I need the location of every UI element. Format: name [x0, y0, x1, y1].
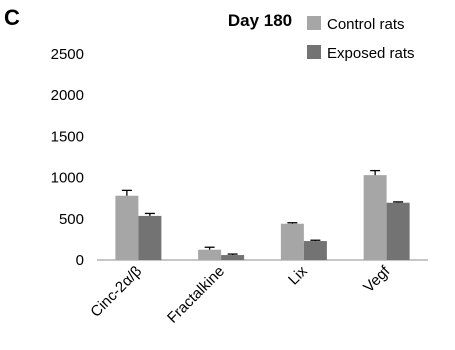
- bar-exposed-1: [221, 255, 245, 260]
- y-tick-label: 500: [59, 211, 84, 228]
- bar-control-0: [115, 195, 139, 260]
- y-tick-label: 1000: [51, 170, 84, 187]
- x-tick-label: Vegf: [360, 262, 394, 296]
- bar-control-3: [363, 175, 387, 260]
- bar-exposed-3: [386, 202, 410, 260]
- y-tick-label: 2000: [51, 87, 84, 104]
- bar-control-1: [198, 249, 222, 260]
- legend-label-exposed: Exposed rats: [327, 45, 415, 62]
- y-tick-label: 1500: [51, 128, 84, 145]
- x-axis-labels: Cinc-2α/β Fractalkine Lix Vegf: [87, 262, 394, 326]
- chart-title: Day 180: [228, 11, 292, 30]
- y-axis-ticks: 0 500 1000 1500 2000 2500: [51, 46, 84, 269]
- legend: Control rats Exposed rats: [307, 16, 415, 62]
- x-tick-label: Lix: [285, 262, 311, 288]
- legend-swatch-exposed: [307, 45, 321, 59]
- legend-label-control: Control rats: [327, 16, 405, 33]
- x-tick-label: Fractalkine: [164, 263, 228, 327]
- bar-exposed-0: [138, 215, 162, 260]
- legend-swatch-control: [307, 16, 321, 30]
- y-tick-label: 2500: [51, 46, 84, 63]
- bar-control-2: [280, 223, 304, 260]
- x-tick-label: Cinc-2α/β: [87, 263, 145, 321]
- panel-letter: C: [4, 5, 20, 30]
- bars: [115, 169, 410, 260]
- y-tick-label: 0: [76, 252, 84, 269]
- bar-exposed-2: [303, 241, 327, 260]
